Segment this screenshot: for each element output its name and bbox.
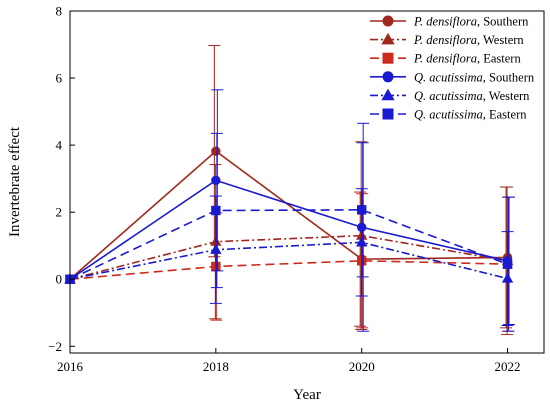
y-axis-title: Invertebrate effect — [7, 126, 23, 237]
series-line — [69, 259, 508, 281]
series-4 — [65, 89, 516, 332]
legend-label: P. densiflora, Southern — [413, 15, 529, 29]
legend-species: P. densiflora — [413, 52, 477, 66]
x-tick-label: 2016 — [57, 359, 84, 374]
data-point — [211, 146, 221, 156]
data-point — [502, 259, 513, 269]
legend-label: Q. acutissima, Western — [414, 89, 530, 103]
series-line — [69, 150, 508, 280]
y-tick-label: 4 — [56, 138, 63, 153]
legend-label: P. densiflora, Western — [413, 33, 524, 47]
legend-marker — [382, 71, 394, 83]
legend-region: , Western — [483, 89, 530, 103]
legend-species: Q. acutissima — [414, 70, 483, 84]
legend-region: , Southern — [477, 15, 529, 29]
legend-species: Q. acutissima — [414, 89, 483, 103]
y-tick-label: 0 — [56, 272, 63, 287]
series-2 — [64, 141, 514, 336]
legend-label: Q. acutissima, Southern — [414, 70, 535, 84]
legend-item-6: Q. acutissima, Eastern — [370, 108, 527, 122]
legend-marker — [382, 52, 394, 64]
legend-marker — [382, 108, 394, 120]
legend-region: , Eastern — [483, 108, 527, 122]
legend-item-2: P. densiflora, Western — [370, 32, 524, 47]
series-1 — [65, 45, 513, 329]
axis-ticks: 2016 2018 2020 2022 −2 0 2 4 6 8 — [48, 4, 520, 375]
data-point — [356, 236, 368, 247]
y-tick-label: −2 — [48, 339, 62, 354]
legend-region: , Western — [477, 33, 524, 47]
y-tick-label: 6 — [56, 71, 63, 86]
legend-region: , Southern — [483, 70, 535, 84]
legend-species: P. densiflora — [413, 33, 477, 47]
data-point — [211, 205, 221, 216]
legend-species: P. densiflora — [413, 15, 477, 29]
series-line — [69, 179, 508, 280]
x-tick-label: 2018 — [203, 359, 229, 374]
legend-item-4: Q. acutissima, Southern — [370, 70, 535, 84]
series-line — [69, 209, 508, 280]
legend-marker — [382, 15, 394, 27]
series-line — [69, 241, 508, 281]
data-point — [356, 205, 367, 215]
legend-item-1: P. densiflora, Southern — [370, 15, 529, 29]
legend-marker — [381, 32, 395, 45]
legend-region: , Eastern — [477, 52, 521, 66]
x-axis-title: Year — [293, 387, 321, 403]
legend-item-5: Q. acutissima, Western — [370, 88, 530, 103]
legend-species: Q. acutissima — [414, 108, 483, 122]
legend-item-3: P. densiflora, Eastern — [370, 52, 521, 66]
series-line — [69, 234, 508, 281]
data-point — [211, 175, 221, 186]
x-tick-label: 2020 — [349, 359, 375, 374]
legend-marker — [381, 88, 395, 101]
legend-label: P. densiflora, Eastern — [413, 52, 521, 66]
x-tick-label: 2022 — [495, 359, 521, 374]
legend-label: Q. acutissima, Eastern — [414, 108, 527, 122]
plot-frame — [69, 10, 545, 354]
data-point — [501, 272, 514, 283]
series-6 — [65, 132, 515, 332]
series-5 — [64, 188, 514, 327]
y-tick-label: 8 — [56, 4, 63, 19]
data-point — [210, 243, 222, 254]
y-tick-label: 2 — [56, 205, 63, 220]
